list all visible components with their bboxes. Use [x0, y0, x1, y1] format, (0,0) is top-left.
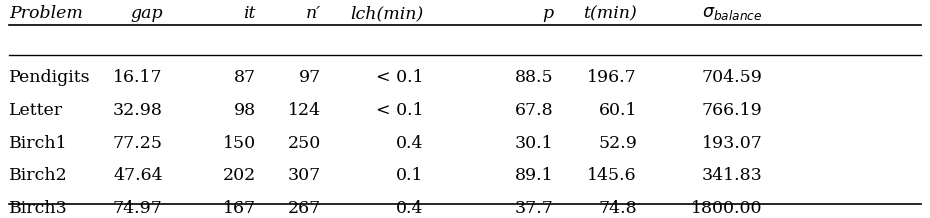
- Text: n′: n′: [306, 5, 321, 22]
- Text: Birch3: Birch3: [9, 200, 68, 217]
- Text: < 0.1: < 0.1: [376, 102, 423, 119]
- Text: 30.1: 30.1: [514, 135, 553, 152]
- Text: 341.83: 341.83: [702, 167, 763, 184]
- Text: Birch1: Birch1: [9, 135, 68, 152]
- Text: p: p: [542, 5, 553, 22]
- Text: 704.59: 704.59: [702, 69, 763, 86]
- Text: 87: 87: [233, 69, 256, 86]
- Text: 16.17: 16.17: [113, 69, 163, 86]
- Text: Birch2: Birch2: [9, 167, 68, 184]
- Text: 202: 202: [222, 167, 256, 184]
- Text: 193.07: 193.07: [702, 135, 763, 152]
- Text: 0.4: 0.4: [395, 135, 423, 152]
- Text: 0.4: 0.4: [395, 200, 423, 217]
- Text: 124: 124: [287, 102, 321, 119]
- Text: 37.7: 37.7: [514, 200, 553, 217]
- Text: 0.1: 0.1: [395, 167, 423, 184]
- Text: 77.25: 77.25: [113, 135, 163, 152]
- Text: 67.8: 67.8: [514, 102, 553, 119]
- Text: 97: 97: [299, 69, 321, 86]
- Text: 267: 267: [287, 200, 321, 217]
- Text: 1800.00: 1800.00: [691, 200, 763, 217]
- Text: 150: 150: [222, 135, 256, 152]
- Text: 47.64: 47.64: [113, 167, 163, 184]
- Text: 196.7: 196.7: [588, 69, 637, 86]
- Text: t(min): t(min): [583, 5, 637, 22]
- Text: 167: 167: [222, 200, 256, 217]
- Text: < 0.1: < 0.1: [376, 69, 423, 86]
- Text: 52.9: 52.9: [598, 135, 637, 152]
- Text: 766.19: 766.19: [702, 102, 763, 119]
- Text: 98: 98: [233, 102, 256, 119]
- Text: 250: 250: [287, 135, 321, 152]
- Text: 32.98: 32.98: [113, 102, 163, 119]
- Text: 145.6: 145.6: [588, 167, 637, 184]
- Text: 74.8: 74.8: [598, 200, 637, 217]
- Text: 88.5: 88.5: [514, 69, 553, 86]
- Text: Letter: Letter: [9, 102, 63, 119]
- Text: 60.1: 60.1: [599, 102, 637, 119]
- Text: gap: gap: [130, 5, 163, 22]
- Text: 307: 307: [287, 167, 321, 184]
- Text: Problem: Problem: [9, 5, 83, 22]
- Text: 74.97: 74.97: [113, 200, 163, 217]
- Text: Pendigits: Pendigits: [9, 69, 91, 86]
- Text: lch(min): lch(min): [350, 5, 423, 22]
- Text: 89.1: 89.1: [514, 167, 553, 184]
- Text: $\sigma_{balance}$: $\sigma_{balance}$: [702, 5, 763, 22]
- Text: it: it: [244, 5, 256, 22]
